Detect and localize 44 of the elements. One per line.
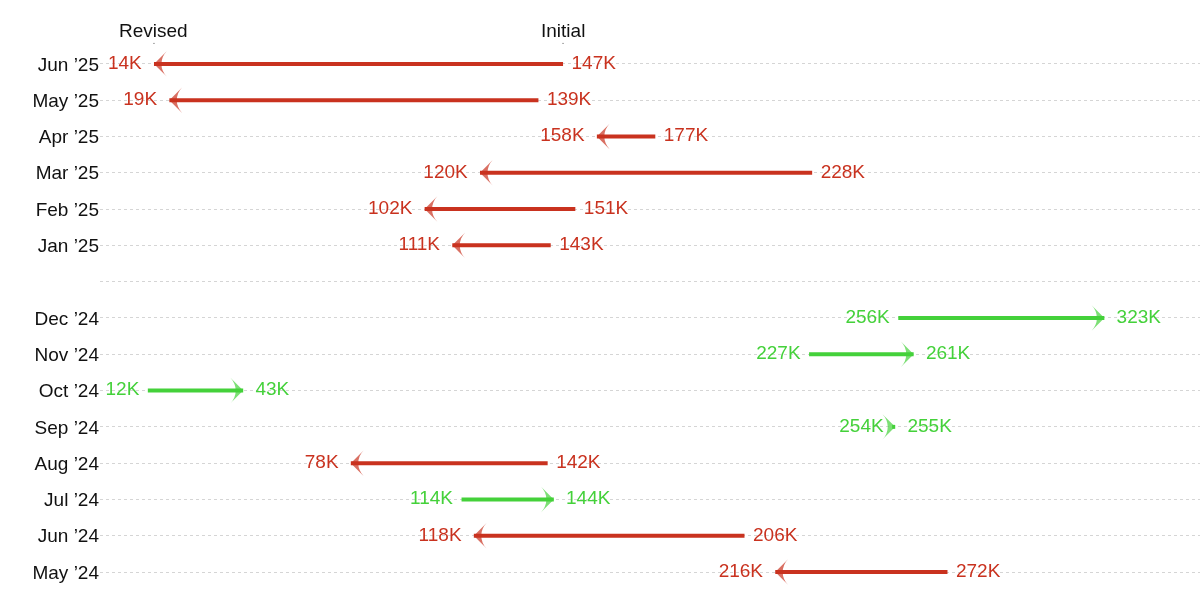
data-label: 14K: [107, 51, 143, 73]
text: Revised: [119, 20, 188, 41]
data-label: 254K: [839, 414, 884, 436]
data-label: 228K: [820, 160, 866, 182]
data-label: 206K: [753, 523, 798, 545]
data-label: 142K: [556, 450, 601, 472]
data-label: 323K: [1116, 305, 1162, 327]
data-label: 261K: [925, 342, 971, 364]
data-label: 19K: [123, 87, 158, 109]
category-label: May ’24: [32, 561, 100, 583]
data-label: 143K: [559, 233, 604, 255]
data-label: 272K: [955, 559, 1001, 581]
data-label: 256K: [845, 305, 891, 327]
data-label: 227K: [756, 342, 801, 364]
category-label: Nov ’24: [34, 343, 100, 365]
category-label: May ’25: [32, 89, 99, 111]
data-label: 151K: [583, 196, 629, 218]
category-label: Jun ’25: [37, 53, 99, 75]
data-label: 102K: [368, 196, 413, 218]
data-label: 158K: [540, 124, 585, 146]
data-label: 114K: [410, 487, 454, 509]
category-label: Jan ’25: [37, 235, 99, 257]
category-label: Aug ’24: [34, 452, 100, 474]
category-label: Sep ’24: [34, 416, 100, 438]
data-label: 78K: [304, 450, 339, 472]
data-label: 216K: [718, 559, 764, 581]
category-label: Feb ’25: [35, 198, 99, 220]
data-label: 139K: [546, 87, 592, 109]
data-label: 144K: [566, 487, 611, 509]
data-label: 120K: [423, 160, 469, 182]
category-label: Oct ’24: [38, 380, 100, 402]
category-label: Mar ’25: [35, 162, 99, 184]
category-label: Dec ’24: [34, 307, 100, 329]
data-label: 255K: [907, 414, 953, 436]
data-label: 43K: [255, 378, 290, 400]
data-label: 177K: [663, 124, 709, 146]
category-label: Apr ’25: [38, 126, 99, 148]
category-label: Jul ’24: [44, 489, 100, 511]
data-label: 111K: [398, 233, 441, 255]
data-label: 147K: [571, 51, 617, 73]
category-label: Jun ’24: [37, 525, 100, 547]
data-label: 12K: [105, 378, 140, 400]
data-label: 118K: [418, 523, 462, 545]
text: Initial: [541, 20, 586, 41]
